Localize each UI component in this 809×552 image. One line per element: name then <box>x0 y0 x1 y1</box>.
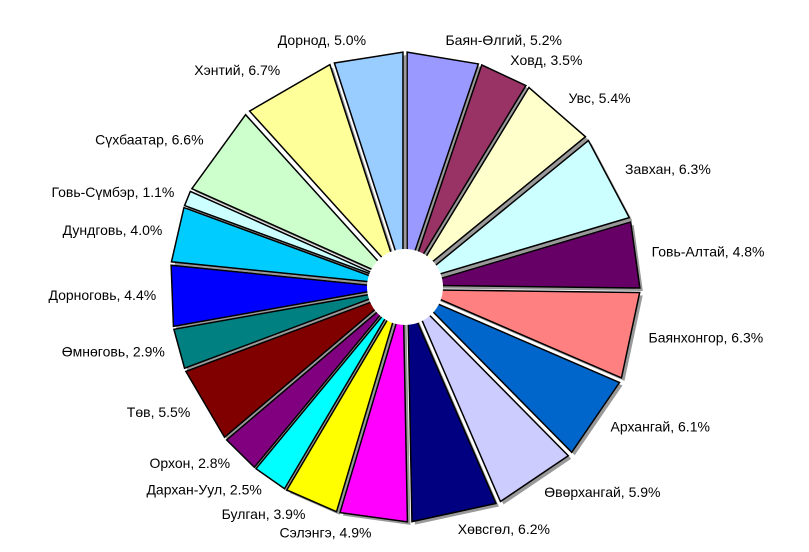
slice <box>190 113 396 281</box>
data-label: Өмнөговь, 2.9% <box>62 343 165 359</box>
slice <box>417 288 641 379</box>
data-label: Завхан, 6.3% <box>625 161 711 177</box>
data-label: Говь-Алтай, 4.8% <box>652 243 765 259</box>
data-label: Говь-Сүмбэр, 1.1% <box>51 184 174 200</box>
center-hole <box>367 249 443 325</box>
data-label: Хэнтий, 6.7% <box>194 62 280 78</box>
slice <box>254 297 399 490</box>
slice <box>415 293 621 454</box>
data-label: Төв, 5.5% <box>127 404 190 420</box>
slice <box>248 63 400 277</box>
slice <box>285 298 401 513</box>
slice <box>170 206 393 285</box>
slice <box>170 264 393 328</box>
slice <box>339 299 409 523</box>
slice <box>417 220 641 289</box>
slice <box>184 292 395 439</box>
data-label: Хөвсгөл, 6.2% <box>458 521 550 537</box>
data-label: Баян-Өлгий, 5.2% <box>445 32 561 48</box>
data-label: Дундговь, 4.0% <box>63 222 163 238</box>
slice <box>183 190 394 283</box>
slice <box>225 295 397 469</box>
slice <box>411 297 570 503</box>
data-label: Баянхонгор, 6.3% <box>649 330 764 346</box>
data-label: Дорноговь, 4.4% <box>48 287 156 303</box>
slice <box>412 86 587 278</box>
data-label: Архангай, 6.1% <box>611 418 710 434</box>
data-label: Ховд, 3.5% <box>510 52 582 68</box>
slice <box>172 289 393 370</box>
data-label: Булган, 3.9% <box>222 506 306 522</box>
slice <box>406 51 480 275</box>
slice <box>409 63 527 276</box>
data-label: Увс, 5.4% <box>568 90 630 106</box>
slice <box>407 299 497 523</box>
data-label: Өвөрхангай, 5.9% <box>544 484 660 500</box>
data-label: Дорнод, 5.0% <box>278 32 366 48</box>
slice <box>333 51 404 275</box>
data-label: Орхон, 2.8% <box>149 455 230 471</box>
data-label: Дархан-Уул, 2.5% <box>146 481 261 497</box>
slice <box>416 139 631 282</box>
data-label: Сүхбаатар, 6.6% <box>95 131 203 147</box>
data-label: Сэлэнгэ, 4.9% <box>280 524 372 540</box>
